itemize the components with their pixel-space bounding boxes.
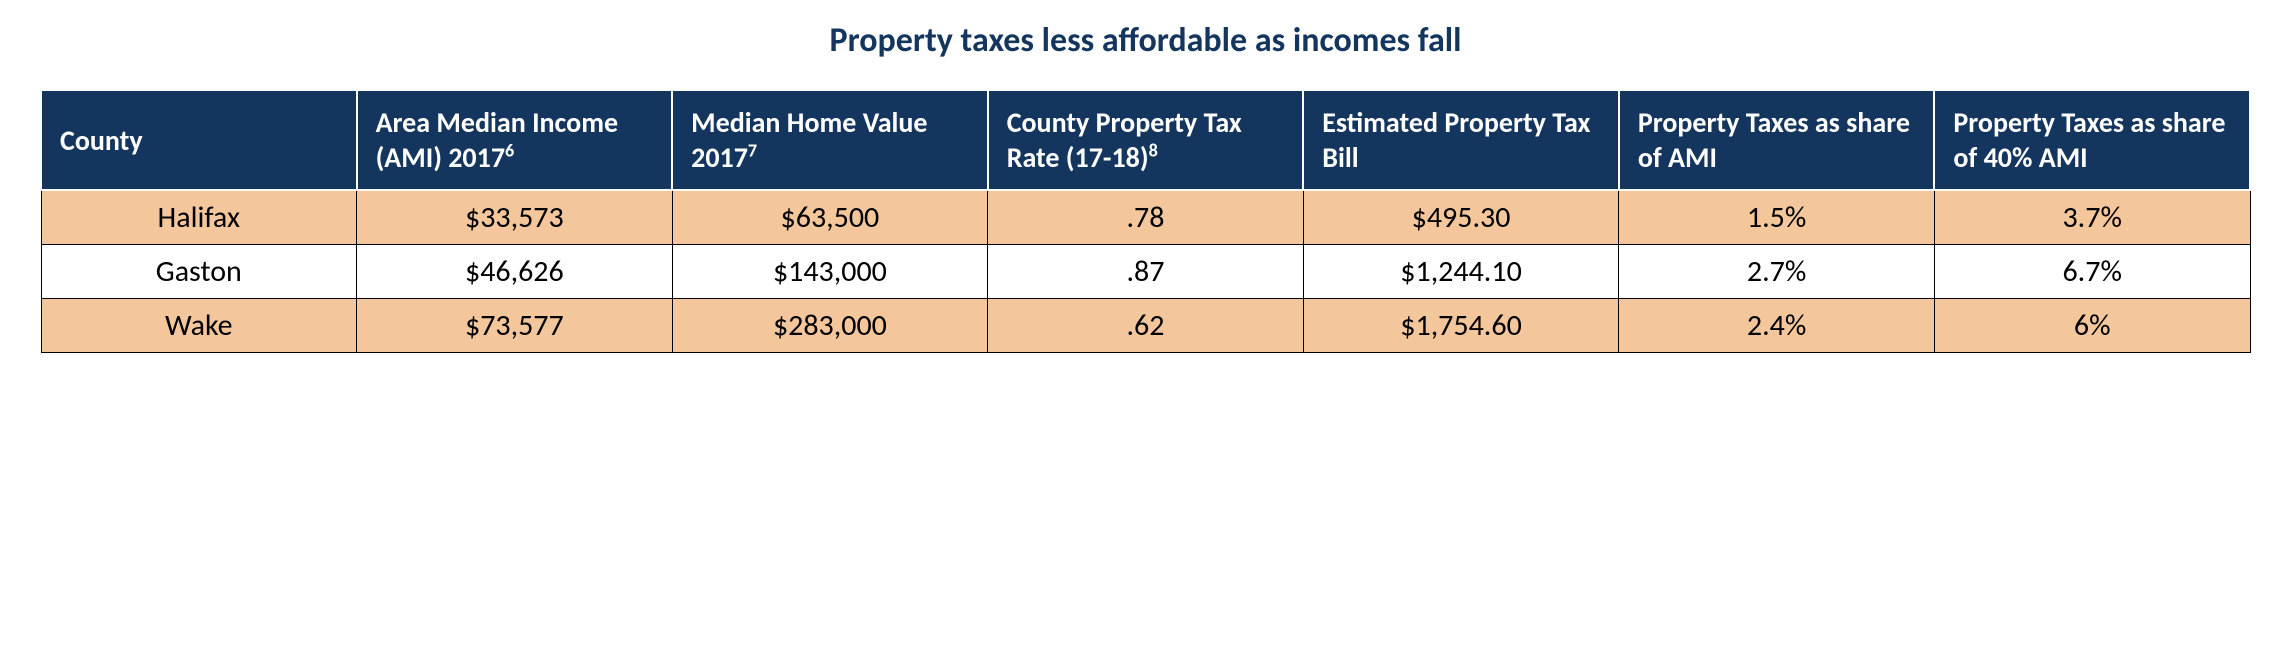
cell: $495.30 [1303, 190, 1619, 245]
cell: $143,000 [672, 245, 988, 299]
cell: $63,500 [672, 190, 988, 245]
col-county: County [41, 90, 357, 190]
cell: 2.7% [1619, 245, 1935, 299]
cell: $283,000 [672, 299, 988, 353]
col-tax-bill: Estimated Property Tax Bill [1303, 90, 1619, 190]
property-tax-table: County Area Median Income (AMI) 20176 Me… [40, 89, 2251, 353]
chart-title: Property taxes less affordable as income… [40, 20, 2251, 61]
table-row: Halifax $33,573 $63,500 .78 $495.30 1.5%… [41, 190, 2250, 245]
cell: .78 [988, 190, 1304, 245]
table-body: Halifax $33,573 $63,500 .78 $495.30 1.5%… [41, 190, 2250, 353]
table-header-row: County Area Median Income (AMI) 20176 Me… [41, 90, 2250, 190]
cell: Gaston [41, 245, 357, 299]
col-share-ami: Property Taxes as share of AMI [1619, 90, 1935, 190]
cell: 6.7% [1934, 245, 2250, 299]
cell: Halifax [41, 190, 357, 245]
cell: 1.5% [1619, 190, 1935, 245]
cell: 6% [1934, 299, 2250, 353]
cell: Wake [41, 299, 357, 353]
cell: 3.7% [1934, 190, 2250, 245]
cell: 2.4% [1619, 299, 1935, 353]
table-row: Gaston $46,626 $143,000 .87 $1,244.10 2.… [41, 245, 2250, 299]
cell: $46,626 [357, 245, 673, 299]
col-share-40ami: Property Taxes as share of 40% AMI [1934, 90, 2250, 190]
cell: $33,573 [357, 190, 673, 245]
cell: .87 [988, 245, 1304, 299]
table-row: Wake $73,577 $283,000 .62 $1,754.60 2.4%… [41, 299, 2250, 353]
col-ami: Area Median Income (AMI) 20176 [357, 90, 673, 190]
col-tax-rate: County Property Tax Rate (17-18)8 [988, 90, 1304, 190]
cell: $1,754.60 [1303, 299, 1619, 353]
cell: $73,577 [357, 299, 673, 353]
col-home-value: Median Home Value 20177 [672, 90, 988, 190]
cell: .62 [988, 299, 1304, 353]
cell: $1,244.10 [1303, 245, 1619, 299]
